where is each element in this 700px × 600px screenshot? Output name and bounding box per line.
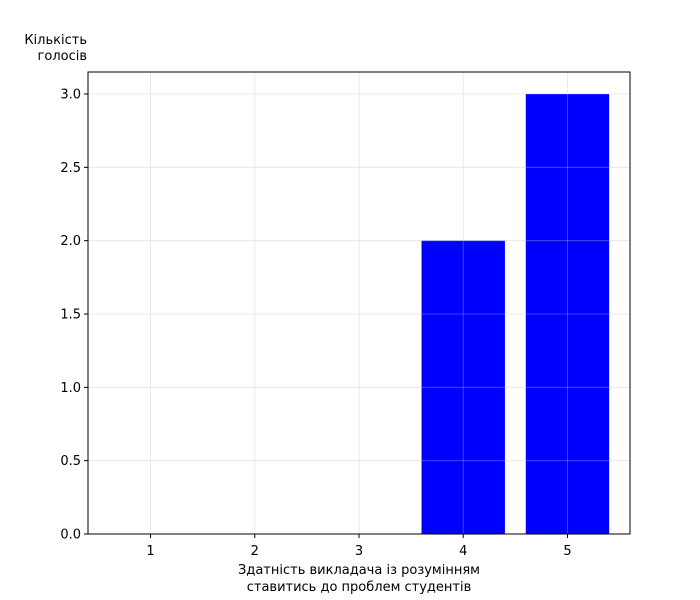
x-ticks: 1 2 3 4 5 xyxy=(146,534,572,559)
y-tick-label: 3.0 xyxy=(60,88,81,103)
y-tick-label: 2.5 xyxy=(60,161,81,176)
bar-4 xyxy=(421,240,505,534)
bar-5 xyxy=(525,94,610,534)
x-tick-label: 1 xyxy=(146,544,154,559)
x-tick-label: 3 xyxy=(355,544,363,559)
y-ticks: 0.0 0.5 1.0 1.5 2.0 2.5 3.0 xyxy=(60,88,88,543)
y-tick-label: 0.5 xyxy=(60,454,81,469)
x-tick-label: 5 xyxy=(563,544,571,559)
y-tick-label: 1.5 xyxy=(60,308,81,323)
x-tick-label: 4 xyxy=(459,544,467,559)
y-axis-label-line-2: голосів xyxy=(38,49,87,64)
y-tick-label: 0.0 xyxy=(60,528,81,543)
bars xyxy=(421,94,610,534)
y-tick-label: 2.0 xyxy=(60,234,81,249)
y-tick-label: 1.0 xyxy=(60,381,81,396)
x-tick-label: 2 xyxy=(251,544,259,559)
x-axis-label-line-2: ставитись до проблем студентів xyxy=(247,580,472,595)
x-axis-label-line-1: Здатність викладача із розумінням xyxy=(238,563,480,578)
y-axis-label-line-1: Кількість xyxy=(24,33,87,48)
